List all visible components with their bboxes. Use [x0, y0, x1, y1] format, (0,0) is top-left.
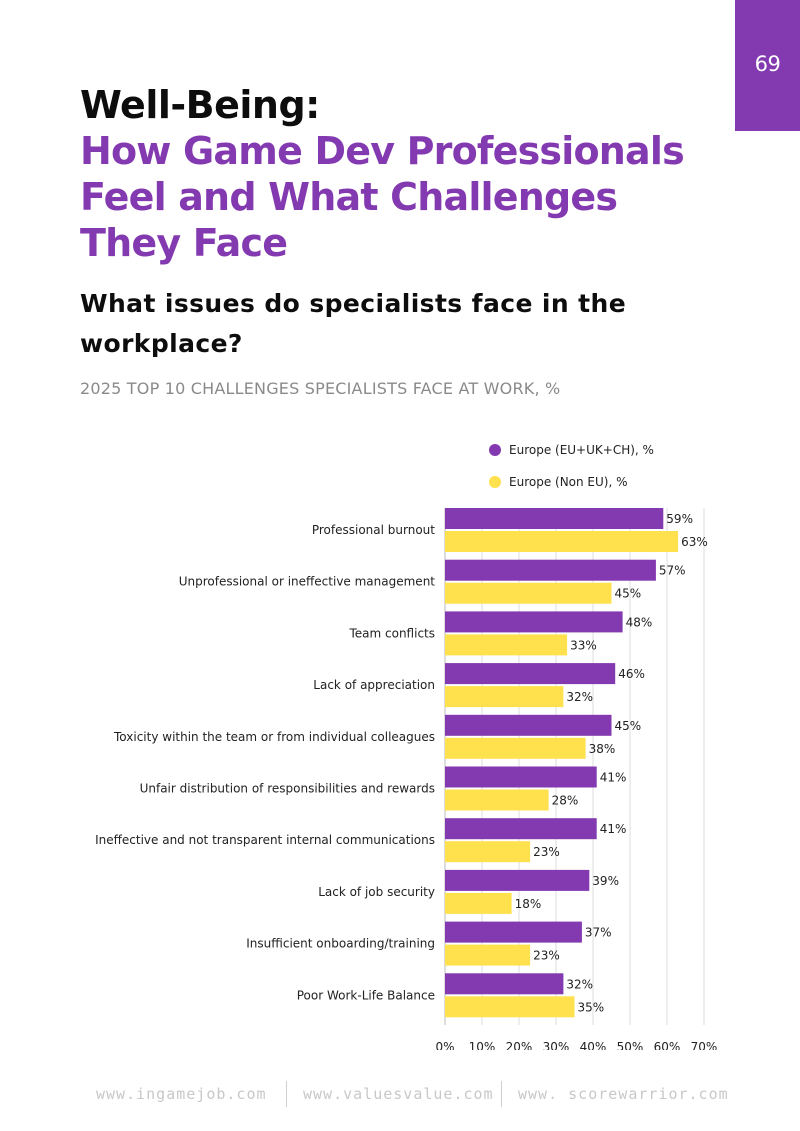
data-label: 23% [533, 949, 560, 963]
bar-non-eu [445, 686, 564, 708]
data-label: 39% [592, 874, 619, 888]
category-label: Unprofessional or ineffective management [179, 575, 436, 589]
bar-non-eu [445, 892, 512, 914]
x-tick-label: 60% [654, 1040, 681, 1050]
x-tick-label: 70% [691, 1040, 718, 1050]
page-number: 69 [754, 52, 781, 76]
data-label: 37% [585, 926, 612, 940]
section-subtitle: What issues do specialists face in the w… [80, 289, 627, 358]
data-label: 28% [552, 794, 579, 808]
footer-link-valuesvalue[interactable]: www.valuesvalue.com [303, 1085, 494, 1103]
x-tick-label: 20% [506, 1040, 533, 1050]
chart-legend: Europe (EU+UK+CH), % Europe (Non EU), % [489, 443, 654, 489]
bar-eu [445, 766, 597, 788]
data-label: 46% [618, 667, 645, 681]
footer: www.ingamejob.com www.valuesvalue.com ww… [0, 1081, 800, 1109]
category-label: Ineffective and not transparent internal… [95, 833, 435, 847]
bar-eu [445, 921, 582, 943]
bar-non-eu [445, 737, 586, 759]
bar-non-eu [445, 531, 679, 552]
bar-non-eu [445, 841, 531, 863]
category-label: Professional burnout [312, 523, 435, 537]
bar-chart: Europe (EU+UK+CH), % Europe (Non EU), % 5… [95, 443, 717, 1050]
data-label: 48% [626, 615, 653, 629]
category-label: Insufficient onboarding/training [246, 937, 435, 951]
category-label: Toxicity within the team or from individ… [113, 730, 435, 744]
data-label: 45% [615, 587, 642, 601]
data-label: 45% [615, 719, 642, 733]
page-number-badge: 69 [735, 0, 800, 131]
category-label: Team conflicts [348, 626, 435, 640]
data-label: 63% [681, 535, 708, 549]
bar-eu [445, 611, 623, 633]
x-tick-label: 50% [617, 1040, 644, 1050]
bar-non-eu [445, 634, 568, 656]
bar-eu [445, 559, 656, 581]
footer-link-ingamejob[interactable]: www.ingamejob.com [96, 1085, 267, 1103]
bar-eu [445, 663, 616, 685]
data-label: 38% [589, 742, 616, 756]
bar-eu [445, 508, 664, 529]
data-label: 41% [600, 822, 627, 836]
x-tick-label: 30% [543, 1040, 570, 1050]
data-label: 59% [666, 512, 693, 526]
bar-non-eu [445, 789, 549, 811]
bar-non-eu [445, 582, 612, 604]
data-label: 35% [578, 1000, 605, 1014]
bar-eu [445, 869, 590, 891]
data-label: 33% [570, 638, 597, 652]
footer-link-scorewarrior[interactable]: www. scorewarrior.com [518, 1085, 729, 1103]
x-tick-label: 0% [435, 1040, 454, 1050]
chart-bars: 59% 63% 57% 45% 48% 33% 46% 32% 45% 38% 41% 28% 41% 2… [445, 508, 708, 1018]
footer-divider [501, 1081, 502, 1107]
data-label: 32% [566, 690, 593, 704]
page-title: Well-Being: How Game Dev Professionals F… [80, 82, 730, 266]
bar-non-eu [445, 996, 575, 1018]
title-highlight-line-3: They Face [80, 221, 288, 265]
title-highlight-line-1: How Game Dev Professionals [80, 129, 685, 173]
data-label: 57% [659, 564, 686, 578]
data-label: 18% [515, 897, 542, 911]
title-line-1: Well-Being: [80, 83, 320, 127]
x-tick-label: 40% [580, 1040, 607, 1050]
bar-eu [445, 973, 564, 995]
chart-x-axis: 0% 10% 20% 30% 40% 50% 60% 70% [435, 1040, 717, 1050]
legend-swatch [489, 444, 501, 456]
category-label: Lack of appreciation [313, 678, 435, 692]
data-label: 41% [600, 771, 627, 785]
category-label: Lack of job security [318, 885, 435, 899]
legend-label: Europe (Non EU), % [509, 475, 628, 489]
legend-label: Europe (EU+UK+CH), % [509, 443, 654, 457]
chart-caption: 2025 TOP 10 CHALLENGES SPECIALISTS FACE … [80, 379, 561, 398]
legend-swatch [489, 476, 501, 488]
title-highlight-line-2: Feel and What Challenges [80, 175, 618, 219]
category-label: Poor Work-Life Balance [297, 988, 435, 1002]
x-tick-label: 10% [469, 1040, 496, 1050]
bar-non-eu [445, 944, 531, 966]
chart-category-labels: Professional burnout Unprofessional or in… [95, 523, 435, 1002]
footer-divider [286, 1081, 287, 1107]
data-label: 32% [566, 977, 593, 991]
bar-eu [445, 714, 612, 736]
category-label: Unfair distribution of responsibilities … [140, 782, 435, 796]
data-label: 23% [533, 845, 560, 859]
bar-eu [445, 818, 597, 840]
